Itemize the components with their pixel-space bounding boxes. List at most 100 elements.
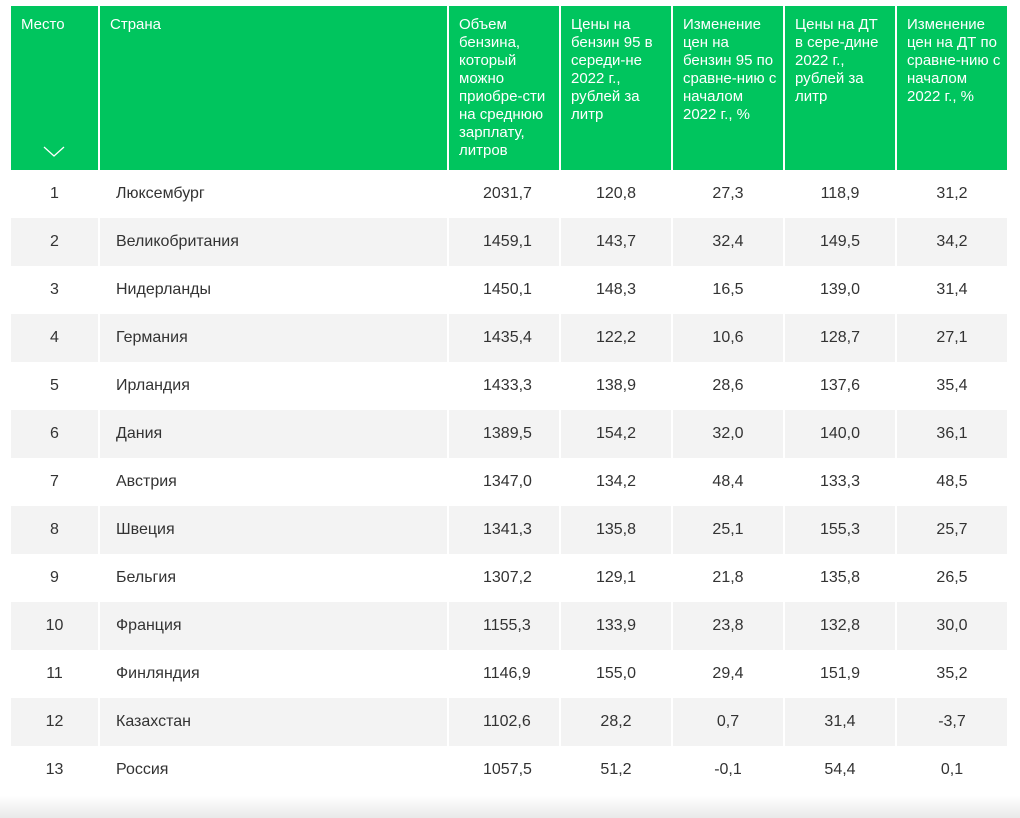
- header-priceDT[interactable]: Цены на ДТ в сере-дине 2022 г., рублей з…: [785, 6, 895, 170]
- cell-priceDT: 155,3: [785, 506, 895, 554]
- cell-change95: -0,1: [714, 761, 742, 778]
- cell-country: Финляндия: [116, 665, 200, 682]
- header-price95-label: Цены на бензин 95 в середи-не 2022 г., р…: [571, 16, 653, 123]
- cell-price95: 134,2: [595, 473, 637, 490]
- table-header: Место Страна Объем бензина, который можн…: [11, 6, 1007, 170]
- cell-place: 4: [11, 314, 98, 362]
- table-row: 2 Великобритания 1459,1 143,7 32,4 149,5…: [11, 218, 1007, 266]
- table-row: 7 Австрия 1347,0 134,2 48,4 133,3 48,5: [11, 458, 1007, 506]
- cell-volume: 1459,1: [449, 218, 559, 266]
- cell-price95: 155,0: [595, 665, 637, 682]
- cell-change95: 28,6: [712, 377, 744, 394]
- cell-price95: 120,8: [595, 185, 637, 202]
- cell-place: 5: [50, 377, 59, 394]
- cell-price95: 148,3: [595, 281, 637, 298]
- cell-changeDT: -3,7: [897, 698, 1007, 746]
- cell-priceDT: 151,9: [819, 665, 861, 682]
- cell-changeDT: 35,4: [936, 377, 968, 394]
- cell-price95: 122,2: [561, 314, 671, 362]
- table-row: 8 Швеция 1341,3 135,8 25,1 155,3 25,7: [11, 506, 1007, 554]
- cell-volume: 1341,3: [449, 506, 559, 554]
- cell-priceDT: 118,9: [820, 185, 860, 202]
- cell-country: Нидерланды: [116, 281, 211, 298]
- scroll-fade: [0, 796, 1020, 818]
- cell-country: Россия: [116, 761, 169, 778]
- cell-change95: 0,7: [673, 698, 783, 746]
- cell-volume: 1146,9: [483, 665, 531, 682]
- cell-country: Казахстан: [100, 698, 447, 746]
- cell-changeDT: 36,1: [897, 410, 1007, 458]
- cell-volume: 1450,1: [483, 281, 532, 298]
- cell-country: Швеция: [100, 506, 447, 554]
- table-row: 6 Дания 1389,5 154,2 32,0 140,0 36,1: [11, 410, 1007, 458]
- cell-price95: 138,9: [595, 377, 637, 394]
- cell-changeDT: 31,2: [936, 185, 968, 202]
- cell-changeDT: 30,0: [897, 602, 1007, 650]
- cell-change95: 16,5: [712, 281, 744, 298]
- header-price95[interactable]: Цены на бензин 95 в середи-не 2022 г., р…: [561, 6, 671, 170]
- cell-price95: 129,1: [595, 569, 637, 586]
- cell-change95: 21,8: [712, 569, 744, 586]
- header-volume[interactable]: Объем бензина, который можно приобре-сти…: [449, 6, 559, 170]
- cell-priceDT: 132,8: [785, 602, 895, 650]
- header-priceDT-label: Цены на ДТ в сере-дине 2022 г., рублей з…: [795, 16, 879, 105]
- cell-priceDT: 139,0: [819, 281, 861, 298]
- cell-changeDT: 31,4: [936, 281, 968, 298]
- header-change95-label: Изменение цен на бензин 95 по сравне-нию…: [683, 16, 777, 123]
- cell-country: Германия: [100, 314, 447, 362]
- cell-priceDT: 149,5: [785, 218, 895, 266]
- cell-place: 8: [11, 506, 98, 554]
- cell-country: Австрия: [116, 473, 177, 490]
- cell-changeDT: 35,2: [936, 665, 968, 682]
- cell-volume: 1102,6: [449, 698, 559, 746]
- header-place[interactable]: Место: [11, 6, 98, 170]
- cell-price95: 135,8: [561, 506, 671, 554]
- header-place-label: Место: [21, 16, 65, 33]
- cell-volume: 1435,4: [449, 314, 559, 362]
- cell-price95: 133,9: [561, 602, 671, 650]
- cell-changeDT: 27,1: [897, 314, 1007, 362]
- cell-price95: 143,7: [561, 218, 671, 266]
- cell-priceDT: 135,8: [819, 569, 861, 586]
- cell-changeDT: 34,2: [897, 218, 1007, 266]
- cell-changeDT: 48,5: [936, 473, 968, 490]
- cell-place: 3: [50, 281, 59, 298]
- cell-change95: 48,4: [712, 473, 744, 490]
- header-country[interactable]: Страна: [100, 6, 447, 170]
- cell-country: Великобритания: [100, 218, 447, 266]
- cell-change95: 32,4: [673, 218, 783, 266]
- cell-place: 6: [11, 410, 98, 458]
- header-country-label: Страна: [110, 16, 162, 33]
- cell-volume: 1433,3: [483, 377, 532, 394]
- cell-changeDT: 25,7: [897, 506, 1007, 554]
- header-volume-label: Объем бензина, который можно приобре-сти…: [459, 16, 546, 159]
- cell-price95: 51,2: [600, 761, 632, 778]
- table-row: 4 Германия 1435,4 122,2 10,6 128,7 27,1: [11, 314, 1007, 362]
- cell-priceDT: 140,0: [785, 410, 895, 458]
- cell-changeDT: 0,1: [940, 761, 964, 778]
- header-change95[interactable]: Изменение цен на бензин 95 по сравне-нию…: [673, 6, 783, 170]
- cell-change95: 23,8: [673, 602, 783, 650]
- cell-volume: 2031,7: [483, 185, 532, 202]
- cell-change95: 32,0: [673, 410, 783, 458]
- cell-place: 9: [50, 569, 59, 586]
- table-row: 13 Россия 1057,5 51,2 -0,1 54,4 0,1: [11, 746, 1007, 794]
- cell-place: 11: [46, 665, 63, 682]
- cell-change95: 27,3: [712, 185, 744, 202]
- header-changeDT[interactable]: Изменение цен на ДТ по сравне-нию с нача…: [897, 6, 1007, 170]
- cell-country: Люксембург: [116, 185, 205, 202]
- cell-place: 1: [50, 185, 59, 202]
- table-row: 11 Финляндия 1146,9 155,0 29,4 151,9 35,…: [11, 650, 1007, 698]
- cell-change95: 10,6: [673, 314, 783, 362]
- cell-priceDT: 133,3: [819, 473, 861, 490]
- cell-volume: 1307,2: [483, 569, 532, 586]
- cell-volume: 1057,5: [483, 761, 532, 778]
- cell-place: 7: [50, 473, 59, 490]
- cell-place: 13: [45, 761, 64, 778]
- cell-price95: 154,2: [561, 410, 671, 458]
- table-row: 3 Нидерланды 1450,1 148,3 16,5 139,0 31,…: [11, 266, 1007, 314]
- table-row: 10 Франция 1155,3 133,9 23,8 132,8 30,0: [11, 602, 1007, 650]
- table-row: 9 Бельгия 1307,2 129,1 21,8 135,8 26,5: [11, 554, 1007, 602]
- cell-country: Дания: [100, 410, 447, 458]
- chevron-down-icon[interactable]: [43, 146, 65, 158]
